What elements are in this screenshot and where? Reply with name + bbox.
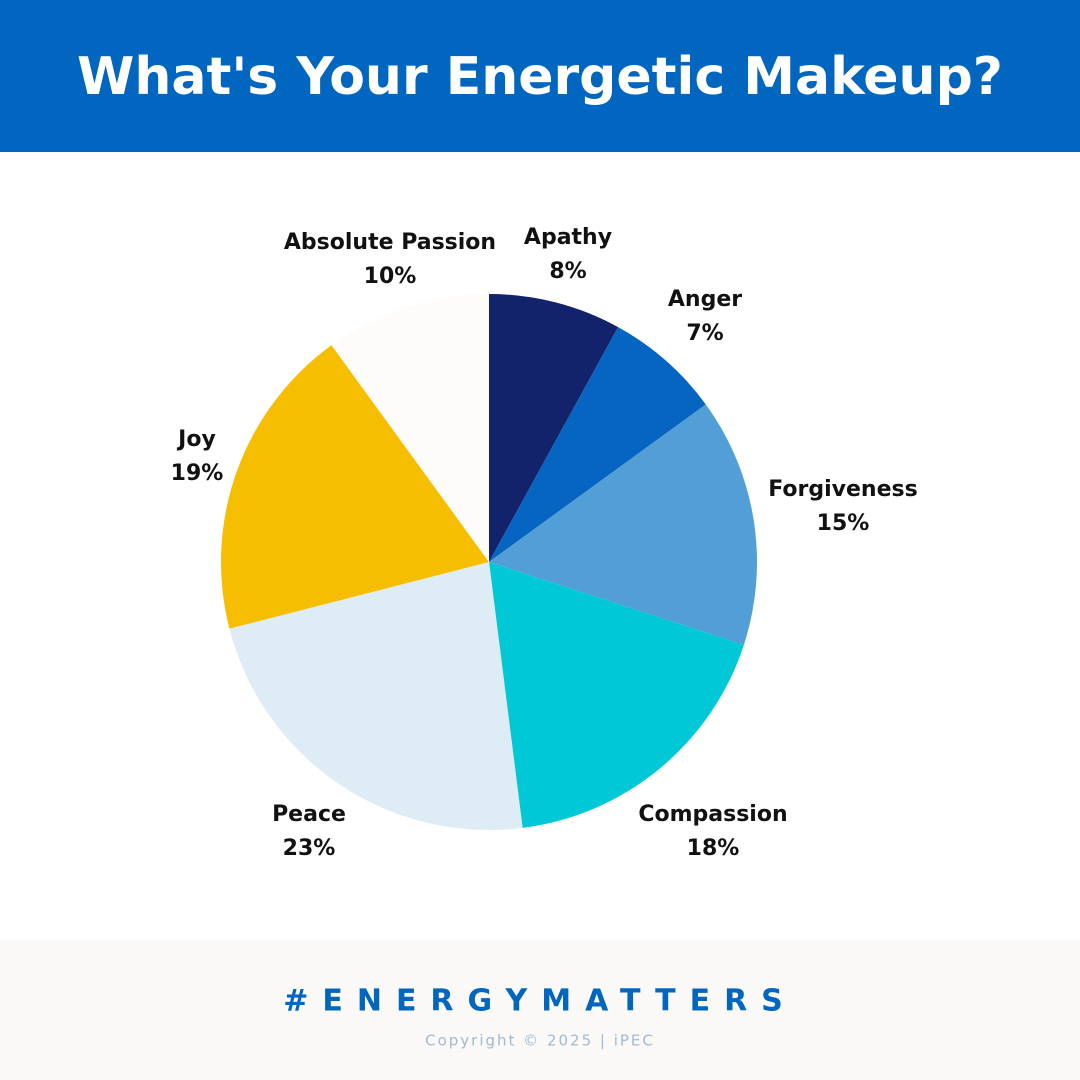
slice-label: Apathy xyxy=(524,225,612,250)
pie-slice xyxy=(489,562,744,828)
copyright: Copyright © 2025 | iPEC xyxy=(425,1032,655,1050)
slice-value-label: 23% xyxy=(283,836,336,861)
slice-value-label: 18% xyxy=(687,836,740,861)
slice-value-label: 7% xyxy=(686,321,723,346)
pie-slice xyxy=(229,562,523,830)
hashtag: #ENERGYMATTERS xyxy=(283,984,797,1019)
slice-value-label: 10% xyxy=(364,264,417,289)
slice-label: Absolute Passion xyxy=(284,230,496,255)
chart-title: What's Your Energetic Makeup? xyxy=(77,47,1003,107)
slice-label: Forgiveness xyxy=(768,477,917,502)
footer-band xyxy=(0,940,1080,1080)
pie-slice xyxy=(331,294,489,562)
slice-label: Anger xyxy=(668,287,742,312)
slice-label: Peace xyxy=(272,802,346,827)
pie-slice xyxy=(489,327,706,562)
slice-value-label: 8% xyxy=(549,259,586,284)
pie-slice xyxy=(489,404,757,645)
pie-slice xyxy=(489,294,619,562)
slice-label: Joy xyxy=(176,427,216,452)
slice-label: Compassion xyxy=(638,802,787,827)
pie-slice xyxy=(220,345,489,629)
header-band xyxy=(0,0,1080,152)
slice-value-label: 15% xyxy=(817,511,870,536)
slice-value-label: 19% xyxy=(171,461,224,486)
